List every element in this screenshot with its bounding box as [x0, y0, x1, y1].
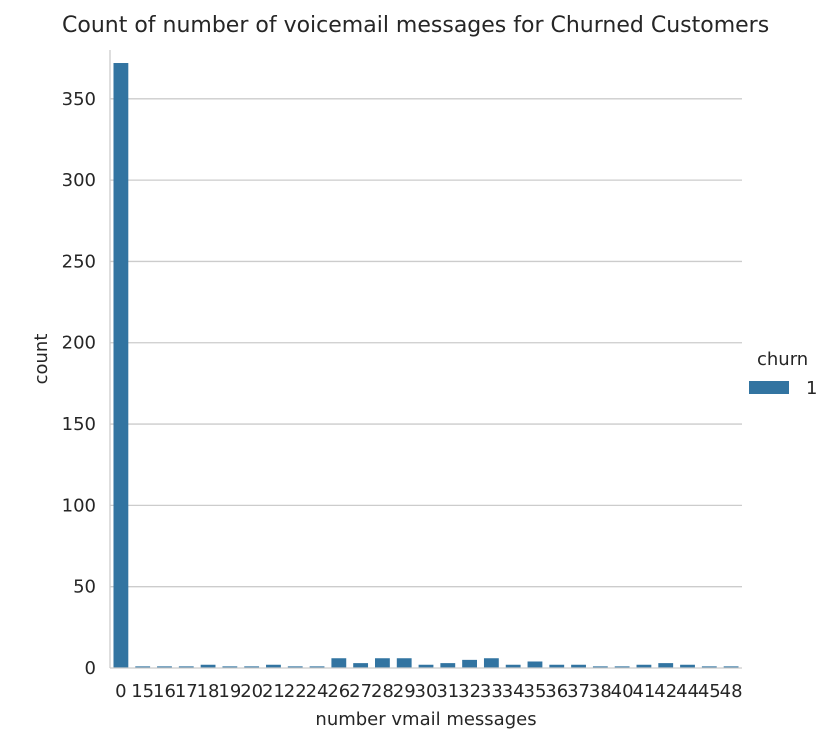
bar: [178, 666, 194, 668]
x-tick-label: 24: [306, 681, 329, 702]
bar: [200, 664, 216, 668]
y-tick-label: 150: [62, 414, 96, 435]
legend-label: 1: [806, 378, 817, 399]
bar: [680, 664, 695, 668]
bar: [658, 663, 674, 668]
bar: [527, 661, 543, 668]
bar: [462, 659, 477, 668]
bars-layer: [113, 63, 739, 669]
y-tick-label: 100: [62, 495, 96, 516]
bar: [418, 664, 434, 668]
x-tick-label: 27: [349, 681, 372, 702]
x-tick-label: 41: [632, 681, 655, 702]
bar: [636, 664, 652, 668]
x-tick-label: 17: [175, 681, 198, 702]
x-tick-label: 21: [262, 681, 285, 702]
bar: [309, 666, 325, 668]
bar: [723, 666, 739, 668]
bar: [244, 666, 260, 668]
x-tick-label: 19: [218, 681, 241, 702]
x-tick-label: 35: [524, 681, 547, 702]
x-tick-label: 33: [480, 681, 503, 702]
x-tick-label: 15: [131, 681, 154, 702]
x-tick-label: 44: [676, 681, 699, 702]
bar: [483, 658, 499, 668]
x-tick-label: 28: [371, 681, 394, 702]
bar: [157, 666, 172, 668]
bar: [571, 664, 586, 668]
axes-layer: [109, 50, 742, 669]
x-tick-label: 26: [327, 681, 350, 702]
x-tick-label: 30: [415, 681, 438, 702]
x-tick-label: 18: [197, 681, 220, 702]
x-tick-label: 31: [436, 681, 459, 702]
legend-title: churn: [757, 349, 808, 370]
x-tick-label: 0: [115, 681, 126, 702]
x-tick-label: 29: [393, 681, 416, 702]
chart-title: Count of number of voicemail messages fo…: [62, 13, 769, 38]
y-tick-label: 250: [62, 251, 96, 272]
bar: [331, 658, 347, 668]
y-tick-label: 300: [62, 170, 96, 191]
x-tick-label: 32: [458, 681, 481, 702]
x-tick-label: 36: [545, 681, 568, 702]
grid-layer: [110, 98, 742, 588]
x-tick-label: 42: [654, 681, 677, 702]
y-axis-label: count: [31, 334, 52, 385]
bar: [505, 664, 521, 668]
bar: [440, 663, 456, 668]
y-tick-label: 200: [62, 333, 96, 354]
legend-swatch: [749, 381, 789, 394]
bar: [396, 658, 412, 668]
x-tick-label: 20: [240, 681, 263, 702]
bar: [375, 658, 390, 668]
x-tick-label: 38: [589, 681, 612, 702]
x-tick-label: 22: [284, 681, 307, 702]
bar: [353, 663, 369, 668]
bar: [614, 666, 630, 668]
bar: [549, 664, 565, 668]
bar: [266, 664, 281, 668]
y-tick-label: 350: [62, 89, 96, 110]
x-tick-label: 40: [611, 681, 634, 702]
bar: [135, 666, 151, 668]
y-tick-label: 50: [73, 577, 96, 598]
x-tick-label: 16: [153, 681, 176, 702]
x-tick-label: 45: [698, 681, 721, 702]
legend: churn 1: [749, 349, 817, 399]
y-tick-label: 0: [85, 658, 96, 679]
x-axis-label: number vmail messages: [315, 709, 536, 730]
bar: [222, 666, 238, 668]
bar: [701, 666, 717, 668]
x-tick-label: 37: [567, 681, 590, 702]
x-tick-label: 48: [720, 681, 743, 702]
bar: [287, 666, 303, 668]
bar: [113, 63, 129, 669]
x-tick-label: 34: [502, 681, 525, 702]
bar: [592, 666, 608, 668]
